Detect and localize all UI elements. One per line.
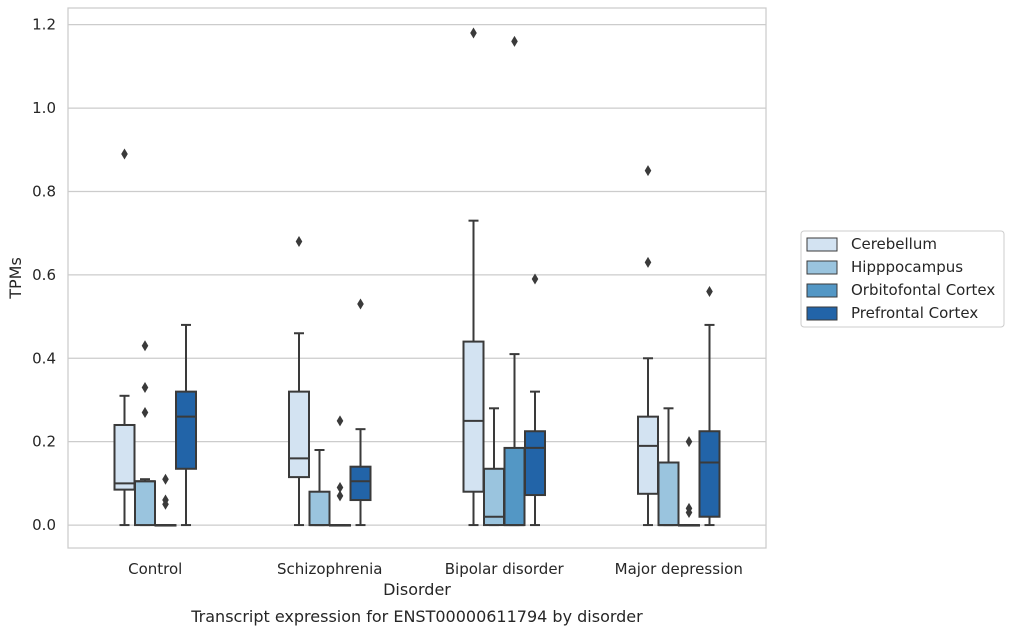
y-tick-label: 0.4	[32, 349, 56, 367]
y-tick-label: 0.0	[32, 516, 56, 534]
outlier-point	[141, 381, 149, 393]
x-tick-labels: Control Schizophrenia Bipolar disorder Majo…	[128, 560, 743, 578]
box-0-3	[175, 323, 197, 527]
outlier-point	[336, 482, 344, 494]
box-0-1	[134, 340, 156, 527]
box-rect	[113, 423, 136, 491]
legend-entry: Orbitofontal Cortex	[851, 281, 995, 299]
outlier-point	[644, 256, 652, 268]
legend-entry: Prefrontal Cortex	[851, 304, 978, 322]
box-2-0	[462, 27, 485, 527]
box-rect	[462, 340, 485, 493]
box-rect	[503, 446, 526, 527]
box-rect	[524, 430, 546, 497]
box-rect	[637, 415, 659, 495]
box-3-3	[698, 286, 721, 527]
legend-frame	[800, 230, 1005, 328]
y-tick-label: 1.0	[32, 99, 56, 117]
box-rect	[698, 430, 721, 518]
outlier-point	[121, 148, 128, 160]
box-series	[113, 27, 721, 527]
box-1-0	[288, 236, 310, 527]
box-rect	[349, 465, 372, 502]
outlier-point	[685, 507, 693, 519]
x-tick-label: Bipolar disorder	[445, 560, 565, 578]
y-tick-label: 1.2	[32, 16, 56, 34]
box-1-1	[308, 449, 331, 527]
box-1-3	[349, 298, 372, 527]
box-rect	[134, 480, 156, 527]
outlier-point	[141, 406, 149, 418]
legend-swatch	[806, 283, 838, 298]
box-2-3	[524, 273, 546, 527]
y-tick-label: 0.6	[32, 266, 56, 284]
outlier-point	[531, 273, 539, 285]
outlier-point	[141, 340, 149, 352]
grid-lines	[68, 24, 766, 526]
y-axis-label: TPMs	[6, 257, 25, 300]
outlier-point	[706, 286, 713, 298]
outlier-point	[685, 436, 693, 448]
plot-frame	[67, 7, 767, 549]
outlier-point	[162, 473, 169, 485]
legend: Cerebellum Hipppocampus Orbitofontal Corte…	[800, 230, 1005, 328]
y-tick-labels: 0.0 0.2 0.4 0.6 0.8 1.0 1.2	[32, 16, 56, 534]
box-2-1	[483, 407, 505, 527]
box-3-0	[637, 165, 659, 527]
box-rect	[288, 390, 310, 479]
legend-entry: Cerebellum	[851, 235, 937, 253]
box-rect	[175, 390, 197, 470]
box-2-2	[503, 35, 526, 527]
outlier-point	[336, 415, 344, 427]
box-3-1	[657, 407, 680, 527]
legend-swatch	[806, 260, 838, 275]
chart-caption: Transcript expression for ENST0000061179…	[190, 607, 643, 626]
outlier-point	[336, 490, 344, 502]
outlier-point	[295, 236, 303, 248]
x-tick-label: Schizophrenia	[277, 560, 382, 578]
outlier-point	[162, 498, 169, 510]
box-rect	[308, 490, 331, 527]
legend-swatch	[806, 237, 838, 252]
outlier-point	[357, 298, 364, 310]
outlier-point	[644, 165, 652, 177]
x-tick-label: Control	[128, 560, 182, 578]
y-tick-label: 0.2	[32, 433, 56, 451]
box-0-2	[154, 473, 177, 527]
x-tick-label: Major depression	[615, 560, 743, 578]
legend-swatch	[806, 306, 838, 321]
box-1-2	[329, 415, 351, 527]
box-3-2	[678, 436, 700, 527]
legend-entry: Hipppocampus	[851, 258, 963, 276]
y-tick-label: 0.8	[32, 182, 56, 200]
box-rect	[657, 461, 680, 527]
x-axis-label: Disorder	[383, 580, 451, 599]
box-0-0	[113, 148, 136, 527]
outlier-point	[470, 27, 477, 39]
outlier-point	[511, 35, 518, 47]
